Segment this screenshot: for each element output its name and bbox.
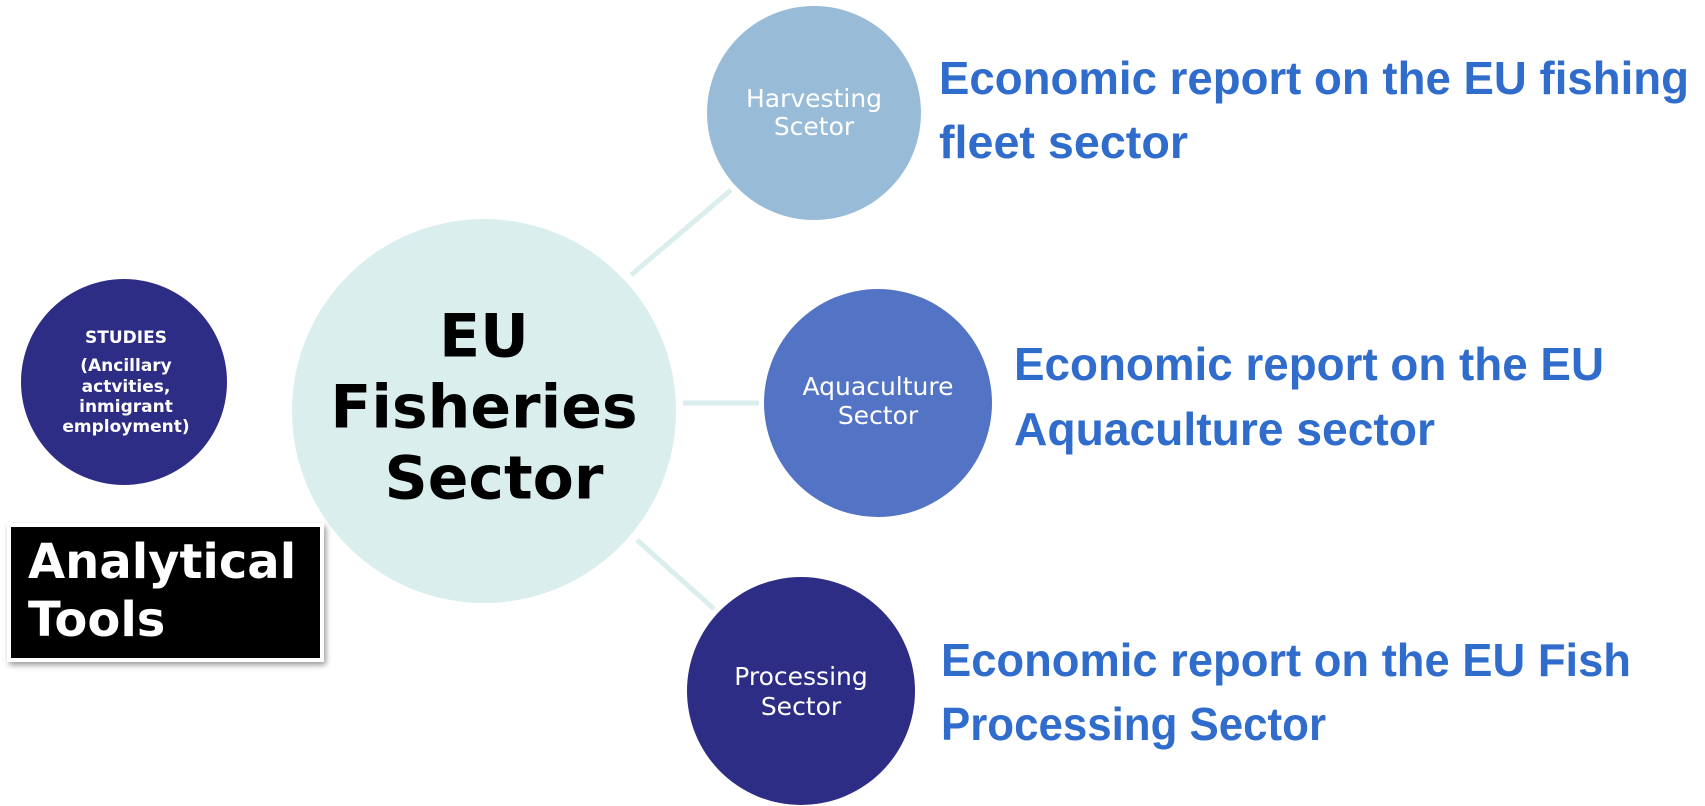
sector-label: Sector: [761, 692, 842, 721]
report-title: Economic report on the EU fishing: [939, 52, 1689, 104]
tools-label: Analytical: [28, 534, 296, 590]
connector: [629, 188, 733, 277]
sector-circle: [687, 577, 915, 805]
studies-label: (Ancillary: [80, 356, 172, 376]
studies-circle: [21, 279, 227, 485]
connector: [635, 538, 716, 611]
studies-label: inmigrant: [79, 397, 173, 417]
center-circle: [292, 219, 676, 603]
sector-label: Processing: [734, 662, 868, 691]
sector-circle: [764, 289, 992, 517]
report-title: Economic report on the EU Fish: [941, 634, 1631, 686]
studies-label: employment): [62, 417, 189, 437]
tools-box: [7, 523, 324, 662]
sector-label: Scetor: [774, 112, 855, 141]
tools-label: Tools: [28, 592, 165, 648]
center-label: Fisheries: [330, 373, 637, 443]
sector-label: Aquaculture: [803, 372, 954, 401]
report-title: fleet sector: [939, 116, 1188, 168]
report-title: Economic report on the EU: [1014, 338, 1604, 390]
center-label: EU: [439, 302, 529, 372]
sector-label: Sector: [838, 401, 919, 430]
report-title: Aquaculture sector: [1014, 403, 1435, 455]
center-label: Sector: [385, 444, 604, 514]
sector-label: Harvesting: [746, 84, 882, 113]
studies-label: STUDIES: [85, 328, 167, 348]
studies-label: actvities,: [82, 377, 171, 397]
sector-circle: [707, 6, 921, 220]
report-title: Processing Sector: [941, 698, 1326, 750]
